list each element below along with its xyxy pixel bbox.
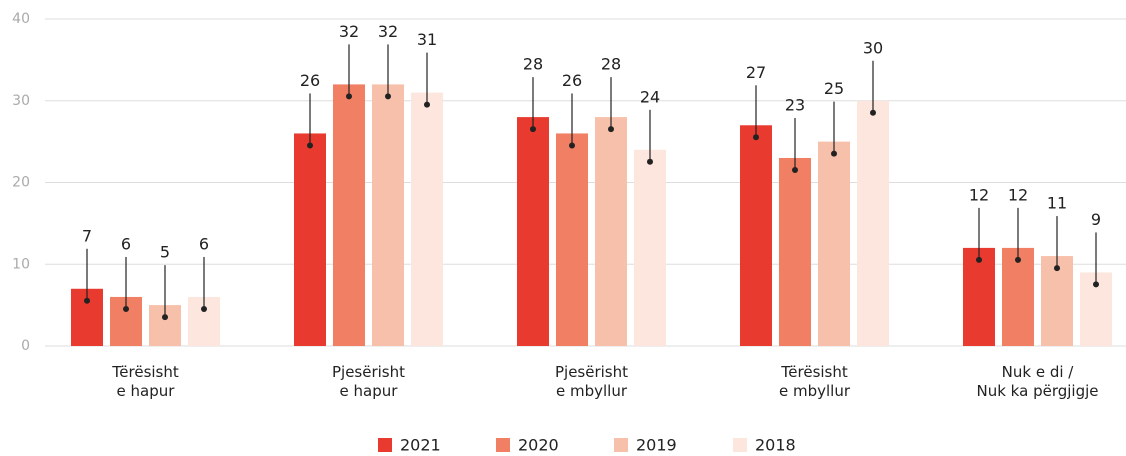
y-tick-label: 30 bbox=[12, 93, 30, 109]
callout-dot bbox=[530, 126, 536, 133]
callout-dot bbox=[792, 166, 798, 173]
value-label: 11 bbox=[1047, 194, 1067, 213]
legend-label: 2018 bbox=[755, 436, 796, 455]
value-label: 24 bbox=[640, 87, 660, 106]
value-label: 25 bbox=[824, 79, 844, 98]
callout-dot bbox=[647, 158, 653, 165]
callout-dot bbox=[123, 305, 129, 312]
value-label: 26 bbox=[562, 71, 582, 90]
bar bbox=[818, 141, 850, 346]
callout-dot bbox=[976, 256, 982, 263]
callout-dot bbox=[1093, 281, 1099, 288]
callout-dot bbox=[1054, 265, 1060, 272]
bar bbox=[595, 117, 627, 346]
x-tick-label: Tërësisht e hapur bbox=[111, 363, 179, 400]
bar bbox=[372, 84, 404, 347]
bar bbox=[556, 133, 588, 346]
y-tick-label: 0 bbox=[21, 338, 30, 354]
bar bbox=[779, 157, 811, 346]
x-tick-line: Pjesërisht bbox=[555, 363, 628, 381]
callout-dot bbox=[385, 93, 391, 100]
callout-dot bbox=[424, 101, 430, 108]
legend-label: 2021 bbox=[400, 436, 441, 455]
bar bbox=[963, 247, 995, 346]
value-label: 28 bbox=[523, 55, 543, 74]
callout-dot bbox=[84, 297, 90, 304]
value-label: 31 bbox=[417, 30, 437, 49]
legend-swatch bbox=[733, 438, 747, 452]
value-label: 28 bbox=[601, 55, 621, 74]
bar bbox=[740, 125, 772, 347]
legend-swatch bbox=[614, 438, 628, 452]
value-label: 23 bbox=[785, 95, 805, 114]
bar bbox=[294, 133, 326, 346]
y-tick-label: 10 bbox=[12, 256, 30, 272]
value-label: 27 bbox=[746, 63, 766, 82]
x-tick-line: e hapur bbox=[340, 382, 399, 400]
x-tick-line: e hapur bbox=[117, 382, 176, 400]
bar bbox=[411, 92, 443, 346]
legend-label: 2020 bbox=[518, 436, 559, 455]
value-label: 32 bbox=[378, 22, 398, 41]
x-tick-line: Pjesërisht bbox=[332, 363, 405, 381]
callout-dot bbox=[608, 126, 614, 133]
legend-swatch bbox=[496, 438, 510, 452]
x-tick-line: Tërësisht bbox=[111, 363, 179, 381]
bar bbox=[634, 149, 666, 346]
value-label: 5 bbox=[160, 243, 170, 262]
x-tick-line: e mbyllur bbox=[779, 382, 851, 400]
value-label: 30 bbox=[863, 38, 883, 57]
x-tick-label: Pjesërisht e hapur bbox=[332, 363, 405, 400]
callout-dot bbox=[162, 314, 168, 321]
value-label: 12 bbox=[969, 185, 989, 204]
x-tick-label: Pjesërisht e mbyllur bbox=[555, 363, 628, 400]
callout-dot bbox=[346, 93, 352, 100]
x-tick-label: Tërësisht e mbyllur bbox=[779, 363, 851, 400]
value-label: 6 bbox=[199, 234, 209, 253]
x-tick-label: Nuk e di / Nuk ka përgjigje bbox=[977, 363, 1099, 400]
x-tick-line: Nuk ka përgjigje bbox=[977, 382, 1099, 400]
bar bbox=[517, 117, 549, 346]
value-label: 32 bbox=[339, 22, 359, 41]
legend-label: 2019 bbox=[636, 436, 677, 455]
bar bbox=[333, 84, 365, 347]
callout-dot bbox=[831, 150, 837, 157]
legend-swatch bbox=[378, 438, 392, 452]
callout-dot bbox=[1015, 256, 1021, 263]
x-tick-line: e mbyllur bbox=[556, 382, 628, 400]
x-tick-line: Tërësisht bbox=[780, 363, 848, 381]
y-tick-label: 20 bbox=[12, 175, 30, 191]
callout-dot bbox=[307, 142, 313, 149]
callout-dot bbox=[569, 142, 575, 149]
value-label: 7 bbox=[82, 226, 92, 245]
bar bbox=[857, 100, 889, 346]
bar bbox=[1002, 247, 1034, 346]
value-label: 26 bbox=[300, 71, 320, 90]
value-label: 6 bbox=[121, 234, 131, 253]
y-tick-label: 40 bbox=[12, 11, 30, 27]
callout-dot bbox=[753, 134, 759, 141]
value-label: 12 bbox=[1008, 185, 1028, 204]
value-label: 9 bbox=[1091, 210, 1101, 229]
x-tick-line: Nuk e di / bbox=[1002, 363, 1075, 381]
callout-dot bbox=[870, 109, 876, 116]
callout-dot bbox=[201, 305, 207, 312]
